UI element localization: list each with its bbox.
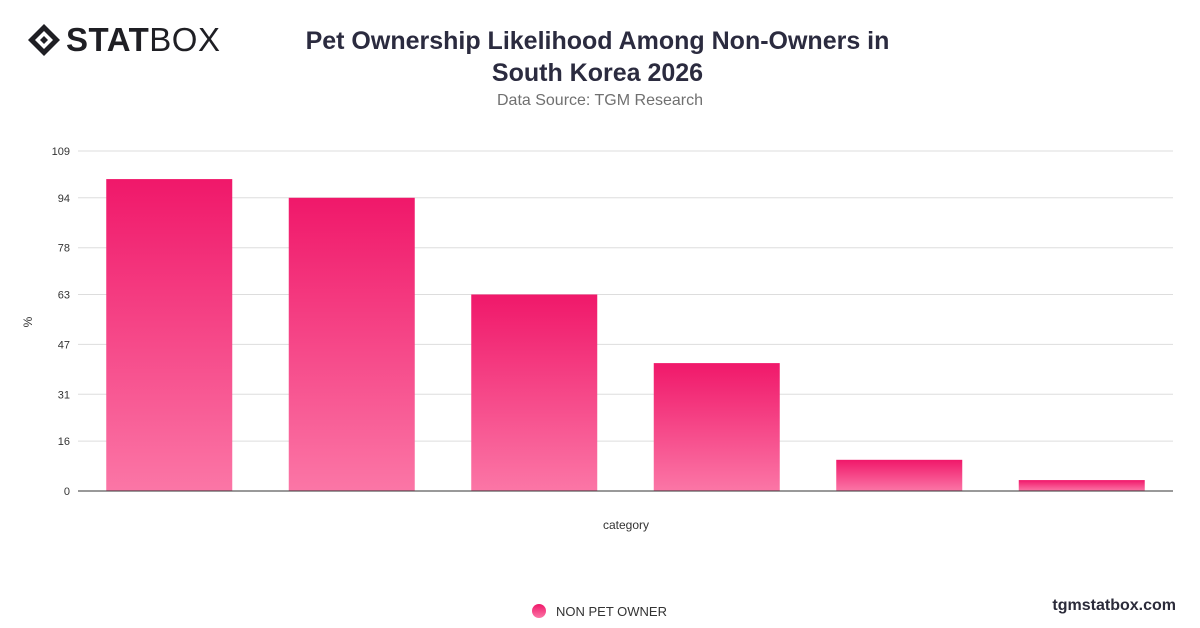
legend-swatch — [532, 604, 546, 618]
y-tick-label: 109 — [52, 146, 70, 158]
legend[interactable]: NON PET OWNER — [532, 602, 667, 620]
y-tick-label: 94 — [58, 193, 70, 205]
bar[interactable] — [471, 294, 598, 491]
y-tick-label: 0 — [64, 486, 70, 498]
y-axis-title: % — [21, 316, 35, 327]
y-tick-label: 47 — [58, 339, 70, 351]
chart-title: Pet Ownership Likelihood Among Non-Owner… — [305, 27, 890, 87]
y-tick-label: 16 — [58, 436, 70, 448]
bars — [106, 179, 1145, 491]
statbox-logo-text: STATBOX — [66, 22, 220, 58]
bar[interactable] — [288, 197, 415, 491]
statbox-logo: STATBOX — [26, 22, 220, 58]
bar[interactable] — [653, 363, 780, 491]
bar[interactable] — [106, 179, 233, 491]
x-axis-title: category — [603, 518, 649, 532]
chart-subtitle: Data Source: TGM Research — [496, 92, 703, 109]
logo-text-light: BOX — [149, 21, 221, 58]
gridlines — [78, 150, 1173, 442]
y-tick-label: 78 — [58, 243, 70, 255]
logo-text-bold: STAT — [66, 21, 150, 58]
statbox-logo-icon — [28, 24, 60, 56]
y-axis-ticks: 0 16 31 47 63 78 94 109 — [52, 146, 70, 498]
legend-label: NON PET OWNER — [556, 603, 667, 619]
footer-site: tgmstatbox.com — [1052, 597, 1176, 614]
bar[interactable] — [1018, 480, 1145, 491]
bar[interactable] — [836, 459, 963, 491]
y-tick-label: 31 — [58, 389, 70, 401]
y-tick-label: 63 — [58, 289, 70, 301]
